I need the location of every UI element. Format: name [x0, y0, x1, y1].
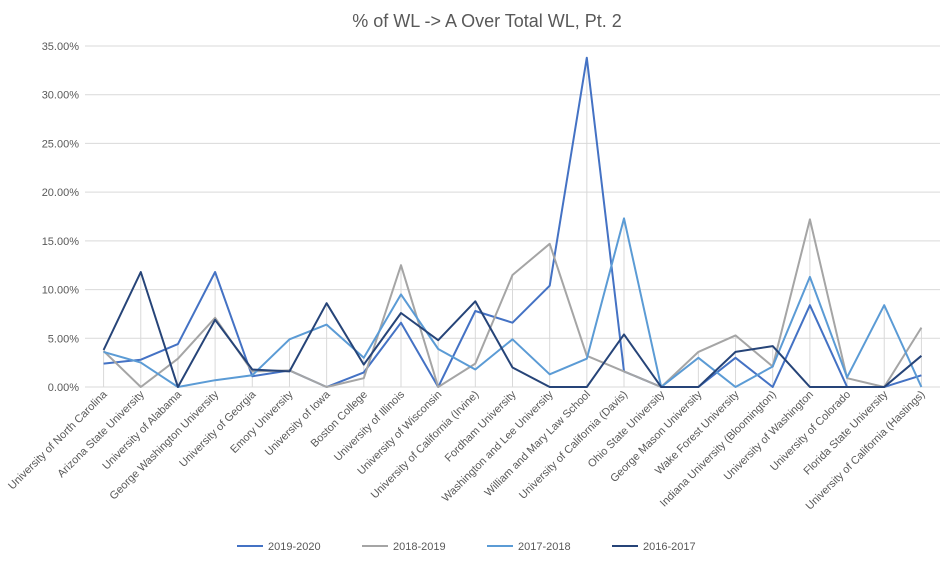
y-tick-label: 15.00% [42, 236, 80, 248]
x-tick-label: University of Illinois [332, 388, 407, 463]
legend-label: 2017-2018 [518, 541, 571, 553]
drop-lines [103, 57, 922, 387]
y-tick-label: 25.00% [42, 138, 80, 150]
x-tick-label: Fordham University [443, 388, 519, 464]
y-tick-label: 10.00% [42, 285, 80, 297]
legend-label: 2016-2017 [643, 541, 696, 553]
y-tick-label: 30.00% [42, 90, 80, 102]
y-tick-label: 0.00% [48, 382, 79, 394]
series-line-2016-2017 [102, 271, 923, 388]
series-lines [102, 56, 923, 388]
y-tick-label: 5.00% [48, 333, 79, 345]
legend: 2019-2020 2018-2019 2017-2018 2016-2017 [237, 541, 696, 553]
chart-title: % of WL -> A Over Total WL, Pt. 2 [352, 11, 622, 31]
y-tick-label: 35.00% [42, 41, 80, 53]
x-tick-label: Emory University [228, 388, 296, 456]
y-tick-label: 20.00% [42, 187, 80, 199]
series-line-2017-2018 [103, 217, 923, 388]
y-axis-ticks: 0.00% 5.00% 10.00% 15.00% 20.00% 25.00% 30.00%… [42, 41, 80, 394]
legend-label: 2018-2019 [393, 541, 446, 553]
x-tick-label: University of Iowa [263, 388, 333, 458]
legend-label: 2019-2020 [268, 541, 321, 553]
